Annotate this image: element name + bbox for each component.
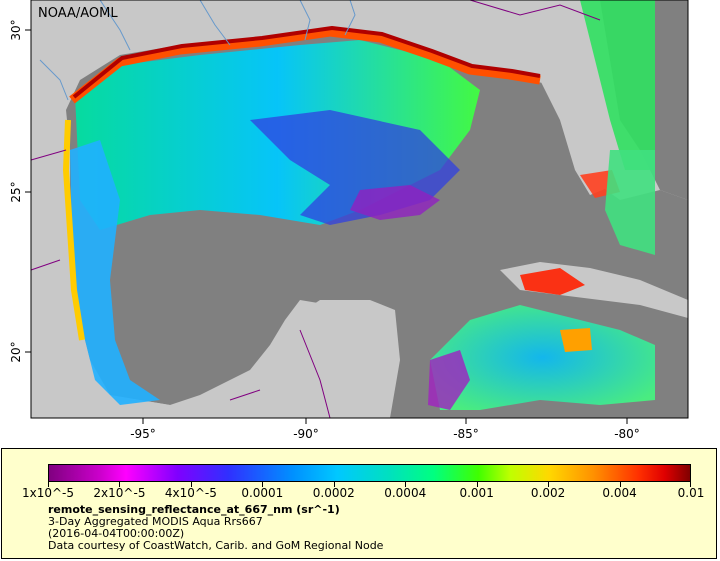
reflectance-florida-east bbox=[580, 0, 655, 170]
map-canvas[interactable]: NOAA/AOML -95° -90° -85° -80° 30° 25° 20… bbox=[0, 0, 720, 445]
lon-tick-label: -90° bbox=[293, 427, 319, 441]
colorbar-tick-label: 0.01 bbox=[677, 486, 705, 500]
legend-time: (2016-04-04T00:00:00Z) bbox=[48, 527, 185, 540]
colorbar-tick bbox=[548, 482, 550, 487]
colorbar-tick bbox=[619, 482, 621, 487]
legend-panel: remote_sensing_reflectance_at_667_nm (sr… bbox=[1, 448, 717, 559]
reflectance-low-patches bbox=[350, 185, 440, 220]
colorbar-tick-label: 1x10^-5 bbox=[21, 486, 75, 500]
reflectance-cuba-coast bbox=[520, 268, 585, 295]
colorbar bbox=[48, 464, 691, 482]
lat-ticks bbox=[25, 29, 31, 353]
reflectance-west-shelf bbox=[70, 140, 160, 405]
colorbar-tick-label: 0.0001 bbox=[241, 486, 284, 500]
colorbar-tick bbox=[119, 482, 121, 487]
yucatan-land bbox=[250, 300, 400, 418]
colorbar-tick-label: 0.0002 bbox=[312, 486, 355, 500]
colorbar-tick-label: 2x10^-5 bbox=[93, 486, 146, 500]
reflectance-caribbean-purple bbox=[428, 350, 470, 410]
lon-tick-label: -95° bbox=[130, 427, 156, 441]
colorbar-tick-label: 0.0004 bbox=[384, 486, 427, 500]
legend-courtesy: Data courtesy of CoastWatch, Carib. and … bbox=[48, 539, 384, 552]
colorbar-tick-label: 4x10^-5 bbox=[164, 486, 217, 500]
country-borders bbox=[30, 0, 601, 419]
colorbar-tick bbox=[190, 482, 192, 487]
reflectance-coastal-very-high bbox=[72, 26, 541, 99]
reflectance-caribbean bbox=[430, 305, 655, 410]
colorbar-tick-label: 0.001 bbox=[459, 486, 494, 500]
legend-text: remote_sensing_reflectance_at_667_nm (sr… bbox=[48, 504, 383, 552]
legend-variable: remote_sensing_reflectance_at_667_nm (sr… bbox=[48, 503, 340, 516]
colorbar-tick bbox=[333, 482, 335, 487]
lat-tick-label: 20° bbox=[9, 341, 23, 362]
map-view[interactable]: NOAA/AOML -95° -90° -85° -80° 30° 25° 20… bbox=[0, 0, 720, 445]
colorbar-tick-label: 0.004 bbox=[602, 486, 637, 500]
lat-tick-label: 30° bbox=[9, 19, 23, 40]
reflectance-west-coastal bbox=[62, 119, 85, 341]
rivers bbox=[39, 0, 356, 101]
reflectance-bahamas bbox=[605, 150, 655, 255]
colorbar-tick bbox=[690, 482, 691, 487]
colorbar-tick bbox=[262, 482, 264, 487]
reflectance-caribbean-orange bbox=[560, 328, 592, 352]
lon-tick-label: -80° bbox=[614, 427, 640, 441]
lon-tick-label: -85° bbox=[453, 427, 479, 441]
colorbar-tick bbox=[476, 482, 478, 487]
colorbar-tick bbox=[405, 482, 407, 487]
colorbar-tick bbox=[48, 482, 49, 487]
colorbar-tick-label: 0.002 bbox=[530, 486, 566, 500]
legend-product: 3-Day Aggregated MODIS Aqua Rrs667 bbox=[48, 515, 263, 528]
reflectance-coastal-high bbox=[69, 27, 541, 104]
map-credit: NOAA/AOML bbox=[38, 6, 118, 21]
lat-tick-label: 25° bbox=[9, 181, 23, 202]
mexico-land bbox=[31, 150, 200, 418]
map-frame bbox=[30, 0, 689, 419]
lon-ticks bbox=[142, 418, 628, 424]
